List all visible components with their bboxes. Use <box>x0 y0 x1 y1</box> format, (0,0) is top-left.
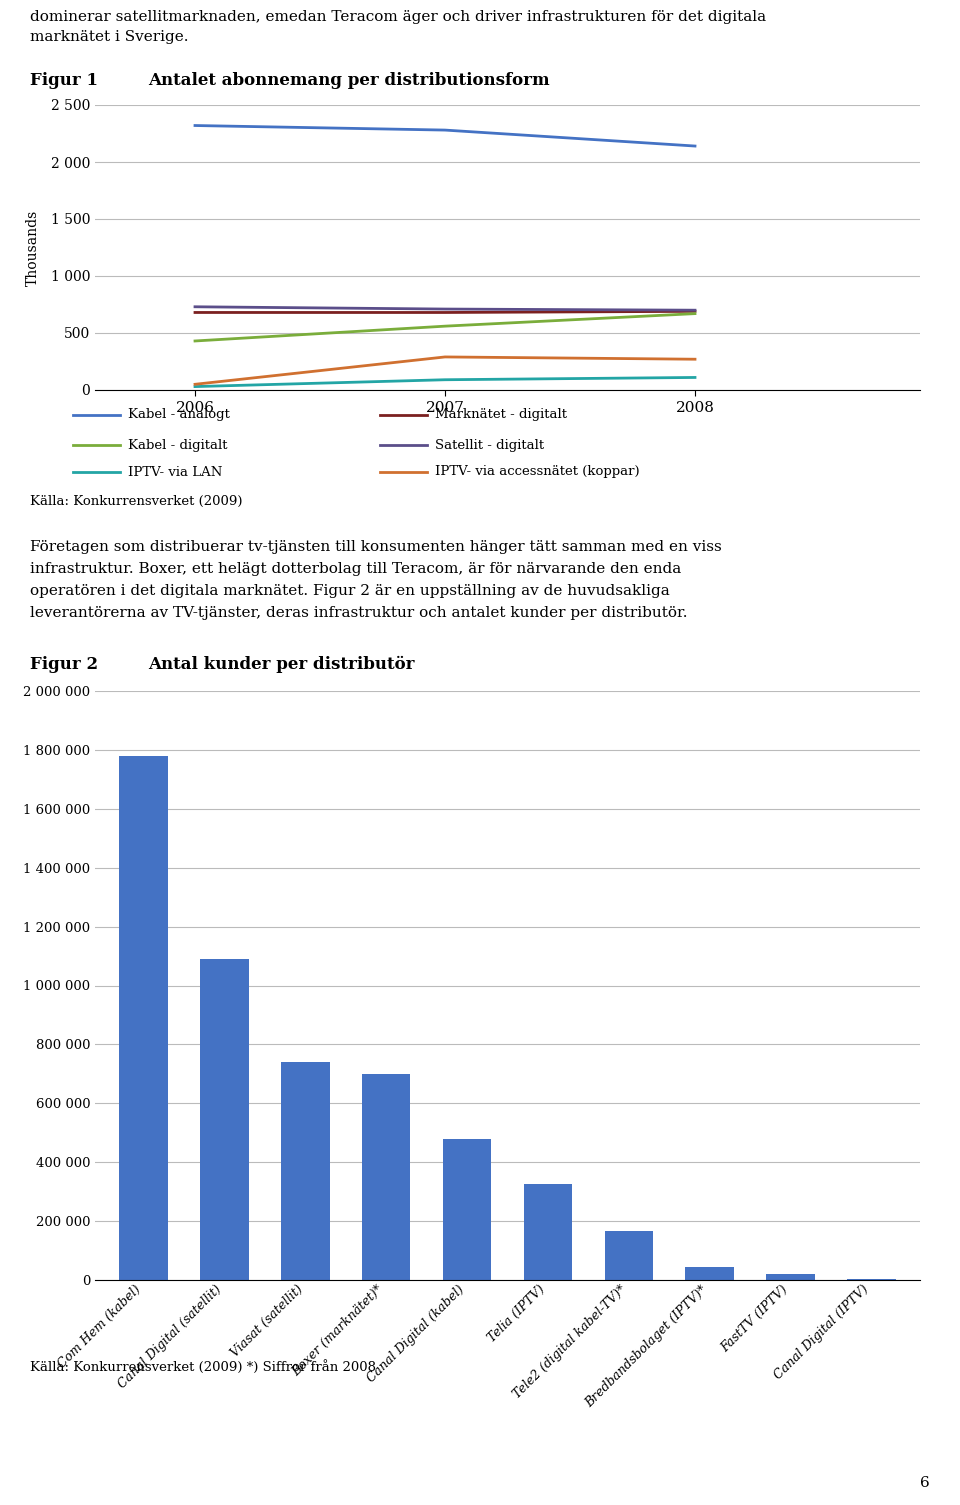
Bar <box>443 1139 492 1279</box>
Text: leverantörerna av TV-tjänster, deras infrastruktur och antalet kunder per distri: leverantörerna av TV-tjänster, deras inf… <box>30 607 687 620</box>
Text: Företagen som distribuerar tv-tjänsten till konsumenten hänger tätt samman med e: Företagen som distribuerar tv-tjänsten t… <box>30 540 722 554</box>
Text: IPTV- via LAN: IPTV- via LAN <box>128 465 223 479</box>
Text: IPTV- via accessnätet (koppar): IPTV- via accessnätet (koppar) <box>435 465 639 479</box>
Text: dominerar satellitmarknaden, emedan Teracom äger och driver infrastrukturen för : dominerar satellitmarknaden, emedan Tera… <box>30 11 766 24</box>
Y-axis label: Thousands: Thousands <box>26 209 39 286</box>
Text: Figur 2: Figur 2 <box>30 656 98 673</box>
Text: Kabel - digitalt: Kabel - digitalt <box>128 438 228 452</box>
Text: Marknätet - digitalt: Marknätet - digitalt <box>435 408 567 421</box>
Bar <box>281 1063 329 1279</box>
Text: marknätet i Sverige.: marknätet i Sverige. <box>30 30 188 44</box>
Bar <box>605 1231 653 1279</box>
Text: Kabel - analogt: Kabel - analogt <box>128 408 229 421</box>
Text: Satellit - digitalt: Satellit - digitalt <box>435 438 544 452</box>
Bar <box>766 1275 815 1279</box>
Text: Antalet abonnemang per distributionsform: Antalet abonnemang per distributionsform <box>148 72 550 89</box>
Bar <box>685 1267 734 1279</box>
Bar <box>119 756 168 1279</box>
Text: operatören i det digitala marknätet. Figur 2 är en uppställning av de huvudsakli: operatören i det digitala marknätet. Fig… <box>30 584 670 597</box>
Text: 6: 6 <box>921 1476 930 1490</box>
Bar <box>200 959 249 1279</box>
Text: Källa: Konkurrensverket (2009): Källa: Konkurrensverket (2009) <box>30 495 243 509</box>
Bar <box>362 1075 411 1279</box>
Text: infrastruktur. Boxer, ett helägt dotterbolag till Teracom, är för närvarande den: infrastruktur. Boxer, ett helägt dotterb… <box>30 561 682 576</box>
Text: Figur 1: Figur 1 <box>30 72 98 89</box>
Text: Källa: Konkurrensverket (2009) *) Siffror från 2008: Källa: Konkurrensverket (2009) *) Siffro… <box>30 1361 376 1374</box>
Text: Antal kunder per distributör: Antal kunder per distributör <box>148 656 415 673</box>
Bar <box>523 1184 572 1279</box>
